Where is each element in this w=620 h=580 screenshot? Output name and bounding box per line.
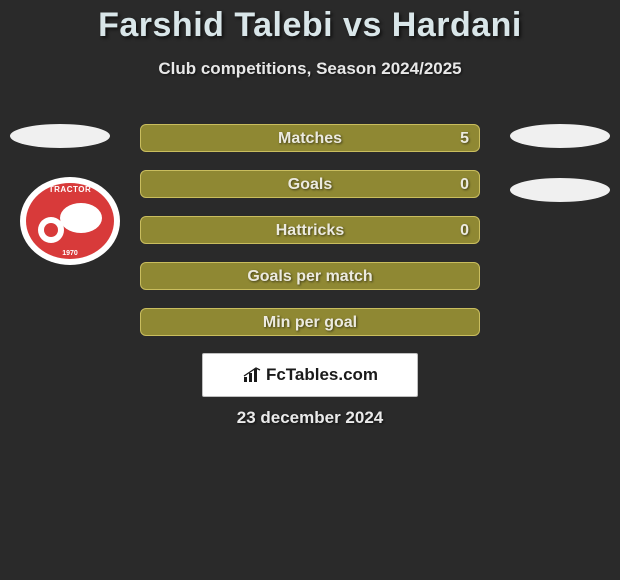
stat-label: Min per goal	[263, 309, 357, 337]
stat-row-goals-per-match: Goals per match	[140, 262, 480, 290]
stat-label: Hattricks	[276, 217, 344, 245]
stat-label: Matches	[278, 125, 342, 153]
comparison-card: Farshid Talebi vs Hardani Club competiti…	[0, 0, 620, 580]
tractor-wheel-icon	[38, 217, 64, 243]
player-right-club-placeholder	[510, 178, 610, 202]
stat-row-matches: Matches 5	[140, 124, 480, 152]
player-right-avatar-placeholder	[510, 124, 610, 148]
subtitle: Club competitions, Season 2024/2025	[0, 59, 620, 79]
page-title: Farshid Talebi vs Hardani	[0, 0, 620, 45]
tractor-body-icon	[60, 203, 102, 233]
stat-row-min-per-goal: Min per goal	[140, 308, 480, 336]
stat-row-goals: Goals 0	[140, 170, 480, 198]
footer-attribution: FcTables.com	[202, 353, 418, 397]
club-name-text: TRACTOR	[26, 185, 114, 194]
stat-value-right: 5	[460, 125, 469, 153]
stat-value-right: 0	[460, 217, 469, 245]
stat-row-hattricks: Hattricks 0	[140, 216, 480, 244]
club-year-text: 1970	[26, 250, 114, 257]
stat-label: Goals	[288, 171, 332, 199]
stat-value-right: 0	[460, 171, 469, 199]
player-left-club-logo: TRACTOR 1970	[20, 177, 120, 265]
bar-chart-icon	[242, 367, 262, 383]
generated-date: 23 december 2024	[0, 408, 620, 428]
footer-brand-text: FcTables.com	[266, 365, 378, 385]
tractor-club-badge: TRACTOR 1970	[26, 183, 114, 259]
stats-table: Matches 5 Goals 0 Hattricks 0 Goals per …	[140, 124, 480, 354]
stat-label: Goals per match	[247, 263, 372, 291]
player-left-avatar-placeholder	[10, 124, 110, 148]
